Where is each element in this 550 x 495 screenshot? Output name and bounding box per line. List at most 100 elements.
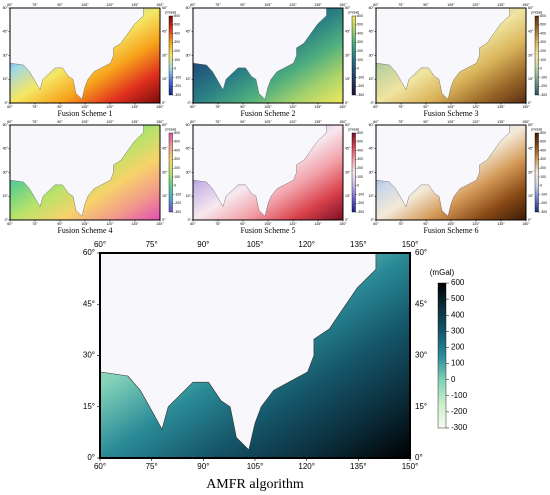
lat-tick-label: 15°: [369, 194, 375, 198]
colorbar-tick-label: -200: [174, 84, 181, 88]
lat-tick-label: 15°: [345, 77, 351, 81]
colorbar-tick-label: 100: [540, 58, 546, 62]
lon-tick-label: 75°: [32, 222, 38, 226]
colorbar-tick-label: 400: [357, 148, 363, 152]
colorbar-tick-label: 200: [357, 49, 363, 53]
colorbar-tick-label: 400: [174, 148, 180, 152]
lat-tick-label: 0°: [371, 101, 375, 105]
colorbar-tick-label: 500: [451, 294, 465, 303]
colorbar: [437, 282, 447, 429]
lat-tick-label: 30°: [369, 53, 375, 57]
lon-tick-label: 120°: [472, 222, 480, 226]
colorbar-tick-label: 0: [540, 184, 542, 188]
lon-tick-label: 75°: [32, 120, 38, 124]
lon-tick-label: 60°: [373, 3, 379, 7]
lon-tick-label: 120°: [106, 3, 114, 7]
panel-caption: Fusion Scheme 2: [240, 109, 295, 118]
colorbar-tick-label: 100: [357, 58, 363, 62]
lon-tick-label: 150°: [339, 3, 347, 7]
colorbar-tick-label: 500: [540, 23, 546, 27]
lat-tick-label: 45°: [162, 30, 168, 34]
lon-tick-label: 135°: [497, 222, 505, 226]
lon-tick-label: 90°: [57, 3, 63, 7]
lon-tick-label: 75°: [215, 120, 221, 124]
panel-caption: Fusion Scheme 3: [423, 109, 478, 118]
lon-tick-label: 60°: [94, 240, 106, 249]
colorbar-tick-label: 300: [357, 40, 363, 44]
colorbar-tick-label: 400: [540, 31, 546, 35]
lon-tick-label: 105°: [264, 222, 272, 226]
lon-tick-label: 135°: [314, 120, 322, 124]
colorbar-tick-label: -300: [540, 210, 547, 214]
lat-tick-label: 15°: [415, 402, 427, 411]
colorbar-tick-label: -300: [174, 210, 181, 214]
lat-tick-label: 30°: [528, 53, 534, 57]
lat-tick-label: 45°: [345, 30, 351, 34]
colorbar-tick-label: 300: [451, 326, 465, 335]
colorbar-tick-label: 200: [540, 49, 546, 53]
lon-tick-label: 75°: [398, 105, 404, 109]
lat-tick-label: 30°: [83, 351, 95, 360]
colorbar-tick-label: 600: [451, 278, 465, 287]
lat-tick-label: 45°: [186, 30, 192, 34]
lat-tick-label: 0°: [162, 101, 166, 105]
land-mask: [375, 124, 510, 217]
lon-tick-label: 90°: [240, 3, 246, 7]
lat-tick-label: 0°: [188, 101, 192, 105]
lat-tick-label: 60°: [162, 6, 168, 10]
colorbar-unit: (mGal): [430, 268, 455, 277]
lon-tick-label: 150°: [522, 222, 530, 226]
lon-tick-label: 90°: [57, 105, 63, 109]
colorbar-tick-label: 400: [451, 310, 465, 319]
lon-tick-label: 150°: [156, 120, 164, 124]
lon-tick-label: 120°: [289, 105, 297, 109]
colorbar-tick-label: -300: [451, 423, 468, 432]
lon-tick-label: 60°: [373, 120, 379, 124]
lat-tick-label: 0°: [345, 218, 349, 222]
lat-tick-label: 30°: [3, 53, 9, 57]
land-mask: [192, 124, 327, 217]
colorbar-tick-label: 500: [174, 140, 180, 144]
colorbar-tick-label: -100: [357, 192, 364, 196]
lat-tick-label: 30°: [162, 170, 168, 174]
colorbar-unit: (mGal): [348, 10, 359, 14]
lon-tick-label: 105°: [447, 120, 455, 124]
colorbar-unit: (mGal): [348, 127, 359, 131]
colorbar-tick-label: -200: [451, 407, 468, 416]
lat-tick-label: 0°: [87, 453, 95, 462]
lon-tick-label: 105°: [264, 3, 272, 7]
colorbar: [534, 15, 539, 96]
colorbar-tick-label: 300: [540, 157, 546, 161]
lat-tick-label: 45°: [83, 299, 95, 308]
lon-tick-label: 105°: [447, 105, 455, 109]
lon-tick-label: 135°: [497, 120, 505, 124]
colorbar-tick-label: 200: [357, 166, 363, 170]
lon-tick-label: 60°: [7, 3, 13, 7]
lon-tick-label: 90°: [240, 222, 246, 226]
lon-tick-label: 135°: [131, 120, 139, 124]
colorbar-tick-label: 100: [451, 359, 465, 368]
colorbar-tick-label: 300: [174, 40, 180, 44]
lon-tick-label: 120°: [289, 3, 297, 7]
colorbar-tick-label: 500: [357, 140, 363, 144]
colorbar-tick-label: 200: [174, 49, 180, 53]
colorbar-tick-label: 500: [357, 23, 363, 27]
colorbar-unit: (mGal): [531, 127, 542, 131]
lon-tick-label: 75°: [215, 105, 221, 109]
lon-tick-label: 120°: [289, 222, 297, 226]
lon-tick-label: 135°: [131, 3, 139, 7]
colorbar-tick-label: 300: [357, 157, 363, 161]
lat-tick-label: 0°: [188, 218, 192, 222]
lat-tick-label: 30°: [162, 53, 168, 57]
lon-tick-label: 120°: [106, 222, 114, 226]
colorbar-tick-label: 200: [174, 166, 180, 170]
colorbar-tick-label: -200: [540, 84, 547, 88]
lat-tick-label: 45°: [186, 147, 192, 151]
panel-caption: Fusion Scheme 5: [240, 226, 295, 235]
colorbar-tick-label: 200: [540, 166, 546, 170]
lat-tick-label: 0°: [528, 218, 532, 222]
colorbar-unit: (mGal): [165, 127, 176, 131]
colorbar-tick-label: 600: [540, 131, 546, 135]
lat-tick-label: 30°: [186, 170, 192, 174]
lat-tick-label: 60°: [186, 6, 192, 10]
